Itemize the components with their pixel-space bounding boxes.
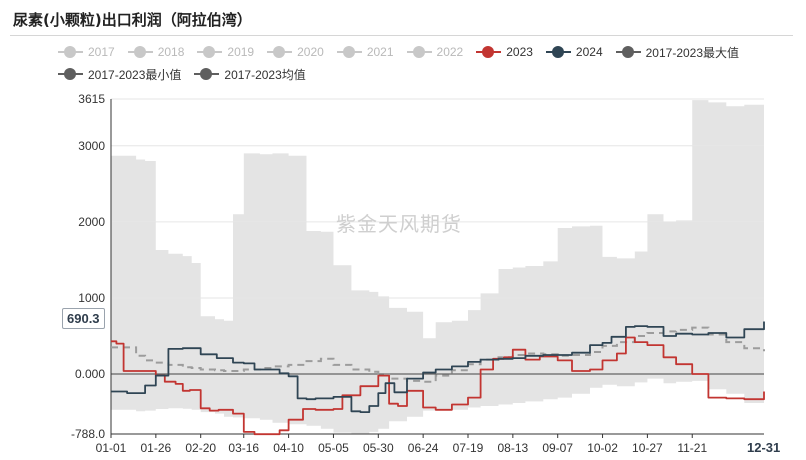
x-tick-label: 01-01 — [96, 441, 127, 455]
x-tick-label: 11-21 — [677, 441, 707, 455]
legend-marker-icon — [58, 45, 83, 59]
last-value-label: 690.3 — [62, 308, 105, 329]
legend-marker-icon — [58, 67, 83, 81]
x-tick-label: 09-07 — [542, 441, 573, 455]
legend-label: 2018 — [157, 45, 185, 59]
x-tick-label: 10-02 — [587, 441, 618, 455]
legend-label: 2020 — [297, 45, 324, 59]
legend-label: 2017 — [88, 45, 115, 59]
watermark: 紫金天风期货 — [336, 212, 462, 236]
x-tick-label: 02-20 — [185, 441, 216, 455]
y-tick-label: 3000 — [78, 139, 105, 153]
min-max-range-band — [111, 100, 764, 434]
legend-item-2017[interactable]: 2017 — [58, 45, 115, 59]
x-tick-label: 10-27 — [632, 441, 663, 455]
legend-marker-icon — [406, 45, 432, 59]
series-line-2024 — [111, 321, 765, 413]
legend-item-2017-2023最小值[interactable]: 2017-2023最小值 — [58, 66, 181, 83]
legend-marker-icon — [336, 45, 362, 59]
series-line-2023 — [111, 336, 765, 436]
legend-item-2018[interactable]: 2018 — [127, 45, 185, 59]
x-tick-label: 05-05 — [318, 441, 349, 455]
legend-item-2024[interactable]: 2024 — [545, 45, 603, 59]
x-tick-label: 01-26 — [140, 441, 171, 455]
legend-marker-icon — [476, 45, 502, 59]
chart-legend: 2017 2018 2019 2020 2021 2022 2023 2024 2017-202… — [58, 41, 798, 85]
legend-label: 2017-2023最大值 — [645, 45, 740, 60]
legend-item-2021[interactable]: 2021 — [336, 45, 394, 59]
legend-label: 2021 — [366, 45, 394, 59]
legend-row-2: 2017-2023最小值 2017-2023均值 — [58, 63, 798, 85]
x-tick-label: 03-16 — [228, 441, 259, 455]
y-tick-label: 1000 — [78, 291, 105, 305]
legend-label: 2023 — [506, 45, 533, 59]
legend-marker-icon — [194, 67, 220, 81]
y-tick-label: 3615 — [78, 92, 105, 106]
y-tick-label: -788.0 — [71, 427, 105, 441]
legend-marker-icon — [197, 45, 223, 59]
legend-item-2022[interactable]: 2022 — [406, 45, 464, 59]
legend-marker-icon — [127, 45, 153, 59]
legend-marker-icon — [615, 45, 641, 59]
legend-item-2023[interactable]: 2023 — [476, 45, 533, 59]
mean-line-2017-2023 — [111, 326, 765, 383]
legend-item-2017-2023最大值[interactable]: 2017-2023最大值 — [615, 44, 740, 61]
legend-item-2017-2023均值[interactable]: 2017-2023均值 — [194, 66, 306, 83]
x-tick-label: 05-30 — [363, 441, 394, 455]
legend-row-1: 2017 2018 2019 2020 2021 2022 2023 2024 2017-202… — [58, 41, 798, 63]
y-tick-label: 0.000 — [75, 367, 105, 381]
x-tick-label: 08-13 — [497, 441, 528, 455]
x-tick-label: 07-19 — [453, 441, 484, 455]
x-axis-end-label: 12-31 — [747, 440, 781, 455]
legend-marker-icon — [545, 45, 571, 59]
legend-label: 2017-2023最小值 — [88, 67, 182, 82]
legend-label: 2019 — [227, 45, 255, 59]
legend-label: 2024 — [575, 45, 603, 59]
title-divider — [10, 35, 793, 36]
legend-label: 2017-2023均值 — [224, 67, 306, 82]
x-tick-label: 04-10 — [273, 441, 304, 455]
legend-label: 2022 — [436, 45, 464, 59]
legend-marker-icon — [267, 45, 293, 59]
y-tick-label: 2000 — [78, 215, 105, 229]
legend-item-2019[interactable]: 2019 — [197, 45, 254, 59]
legend-item-2020[interactable]: 2020 — [267, 45, 324, 59]
x-tick-label: 06-24 — [408, 441, 439, 455]
chart-title: 尿素(小颗粒)出口利润（阿拉伯湾） — [13, 11, 252, 29]
